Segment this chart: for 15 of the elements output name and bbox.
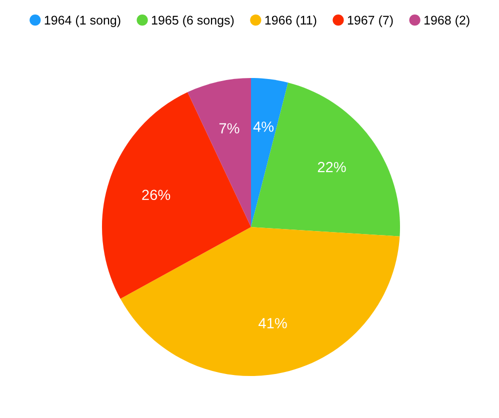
data-label: 7% xyxy=(219,123,240,134)
legend-label: 1968 (2) xyxy=(424,15,470,28)
legend-label: 1964 (1 song) xyxy=(44,15,120,28)
data-label: 26% xyxy=(142,190,170,200)
pie-slice xyxy=(251,78,288,227)
pie-slice xyxy=(102,92,251,299)
pie-slice xyxy=(120,227,400,376)
legend-label: 1965 (6 songs) xyxy=(152,15,234,28)
pie-slice xyxy=(251,82,400,236)
legend-label: 1966 (11) xyxy=(265,15,316,28)
legend-label: 1967 (7) xyxy=(348,15,393,28)
data-label: 22% xyxy=(318,162,346,172)
data-label: 41% xyxy=(258,318,287,328)
pie-slice xyxy=(188,78,251,227)
data-label: 4% xyxy=(253,122,274,132)
